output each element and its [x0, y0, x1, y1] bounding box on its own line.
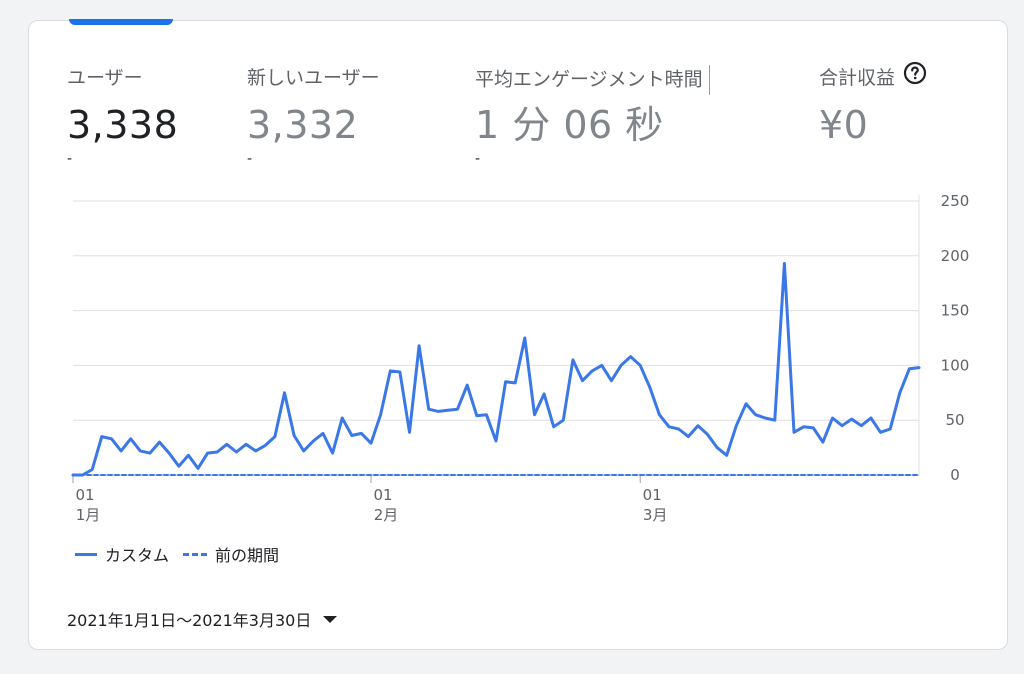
x-tick-month-label: 1月: [76, 506, 101, 524]
metric-avg-engagement-label: 平均エンゲージメント時間: [475, 68, 703, 91]
chart-legend: カスタム 前の期間: [75, 542, 279, 566]
date-range-dropdown[interactable]: 2021年1月1日〜2021年3月30日: [67, 605, 338, 633]
metric-new-users-value: 3,332: [247, 103, 359, 147]
legend-dashed-line-swatch: [183, 552, 208, 556]
y-tick-label-100: 100: [941, 356, 970, 374]
metric-avg-engagement-time[interactable]: 平均エンゲージメント時間 1 分 06 秒 -: [475, 65, 710, 169]
y-tick-label-50: 50: [945, 411, 964, 429]
y-tick-label-250: 250: [941, 192, 970, 210]
y-tick-label-150: 150: [941, 302, 970, 320]
metric-users-delta: -: [67, 151, 73, 167]
metric-total-revenue[interactable]: 合計収益 ¥0: [819, 61, 927, 147]
text-cursor-divider: [708, 65, 710, 95]
x-tick-day-label: 01: [643, 486, 662, 504]
metric-users-value: 3,338: [67, 103, 179, 147]
chart-y-axis: 0 50 100 150 200 250: [941, 192, 970, 484]
chart-x-axis: 01 1月 01 2月 01 3月: [72, 475, 668, 524]
metric-total-revenue-label: 合計収益: [819, 67, 896, 89]
metric-users-label: ユーザー: [67, 67, 143, 89]
question-circle-icon[interactable]: [903, 61, 927, 92]
metric-avg-engagement-delta: -: [475, 151, 481, 167]
x-tick-month-label: 3月: [643, 506, 668, 524]
y-tick-label-0: 0: [950, 466, 960, 484]
metric-total-revenue-value: ¥0: [819, 103, 869, 147]
legend-current-label: カスタム: [105, 546, 170, 565]
selected-metric-indicator: [69, 19, 173, 25]
users-overview-card: ユーザー 3,338 - 新しいユーザー 3,332 - 平均エンゲージメント時…: [28, 19, 1008, 650]
metric-users[interactable]: ユーザー 3,338 -: [67, 65, 178, 169]
users-line-chart: 0 50 100 150 200 250 01 1月 01 2月 01 3月: [71, 192, 970, 524]
metric-new-users[interactable]: 新しいユーザー 3,332 -: [247, 65, 380, 169]
legend-solid-line-swatch: [75, 552, 97, 556]
metric-avg-engagement-label-row: 平均エンゲージメント時間: [475, 65, 710, 95]
legend-previous-label: 前の期間: [215, 546, 280, 565]
x-tick-day-label: 01: [373, 486, 392, 504]
metric-new-users-label: 新しいユーザー: [247, 67, 380, 89]
y-tick-label-200: 200: [941, 247, 970, 265]
date-range-label: 2021年1月1日〜2021年3月30日: [67, 611, 312, 630]
metric-new-users-delta: -: [247, 151, 253, 167]
metric-avg-engagement-value: 1 分 06 秒: [475, 103, 664, 147]
caret-down-icon: [323, 615, 338, 623]
metric-total-revenue-label-row: 合計収益: [819, 61, 927, 91]
chart-series: [71, 262, 921, 477]
x-tick-day-label: 01: [75, 486, 94, 504]
series-line-solid: [71, 262, 921, 477]
x-tick-month-label: 2月: [374, 506, 399, 524]
